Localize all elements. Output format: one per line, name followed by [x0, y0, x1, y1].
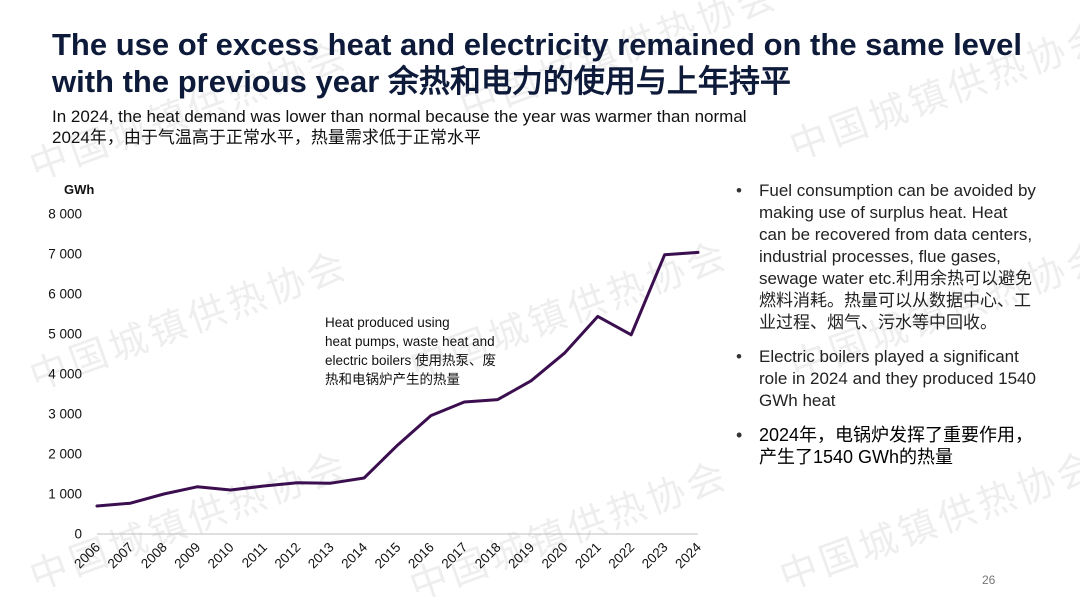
y-tick-label: 6 000 [48, 287, 82, 302]
x-tick-label: 2007 [105, 540, 137, 572]
x-tick-label: 2013 [305, 540, 337, 572]
subtitle-line2: 2024年，由于气温高于正常水平，热量需求低于正常水平 [52, 127, 952, 148]
bullet-list: Fuel consumption can be avoided by makin… [736, 180, 1036, 480]
x-tick-label: 2019 [505, 540, 537, 572]
x-tick-label: 2021 [572, 540, 604, 572]
page-number: 26 [982, 573, 995, 587]
x-tick-label: 2017 [439, 540, 471, 572]
x-tick-label: 2020 [539, 540, 571, 572]
subtitle-line1: In 2024, the heat demand was lower than … [52, 106, 952, 127]
y-axis-label: GWh [64, 182, 94, 197]
y-tick-label: 1 000 [48, 487, 82, 502]
x-tick-label: 2006 [71, 540, 103, 572]
annotation-line: Heat produced using [325, 313, 540, 332]
x-tick-label: 2023 [639, 540, 671, 572]
x-tick-label: 2022 [605, 540, 637, 572]
y-axis-ticks: 0 1 000 2 000 3 000 4 000 5 000 6 000 7 000 8 00… [48, 207, 82, 542]
annotation-line: electric boilers 使用热泵、废 [325, 351, 540, 370]
bullet-item: 2024年，电锅炉发挥了重要作用，产生了1540 GWh的热量 [736, 424, 1036, 468]
x-tick-label: 2012 [272, 540, 304, 572]
y-tick-label: 4 000 [48, 367, 82, 382]
y-tick-label: 5 000 [48, 327, 82, 342]
annotation-line: heat pumps, waste heat and [325, 332, 540, 351]
x-tick-label: 2009 [171, 540, 203, 572]
y-tick-label: 8 000 [48, 207, 82, 222]
x-tick-label: 2024 [672, 539, 704, 571]
slide-title: The use of excess heat and electricity r… [52, 26, 1052, 100]
y-tick-label: 0 [74, 527, 82, 542]
x-tick-label: 2014 [338, 539, 370, 571]
x-tick-label: 2010 [205, 540, 237, 572]
y-tick-label: 3 000 [48, 407, 82, 422]
x-tick-label: 2015 [372, 540, 404, 572]
slide-title-line1: The use of excess heat and electricity r… [52, 26, 1052, 63]
chart-annotation: Heat produced using heat pumps, waste he… [325, 313, 540, 389]
slide-title-line2: with the previous year 余热和电力的使用与上年持平 [52, 63, 1052, 100]
y-tick-label: 2 000 [48, 447, 82, 462]
x-tick-label: 2008 [138, 540, 170, 572]
annotation-line: 热和电锅炉产生的热量 [325, 370, 540, 389]
bullet-item: Electric boilers played a significant ro… [736, 346, 1036, 412]
x-tick-label: 2018 [472, 540, 504, 572]
x-tick-label: 2011 [239, 540, 270, 571]
slide-subtitle: In 2024, the heat demand was lower than … [52, 106, 952, 148]
x-tick-label: 2016 [405, 540, 437, 572]
y-tick-label: 7 000 [48, 247, 82, 262]
bullet-item: Fuel consumption can be avoided by makin… [736, 180, 1036, 334]
